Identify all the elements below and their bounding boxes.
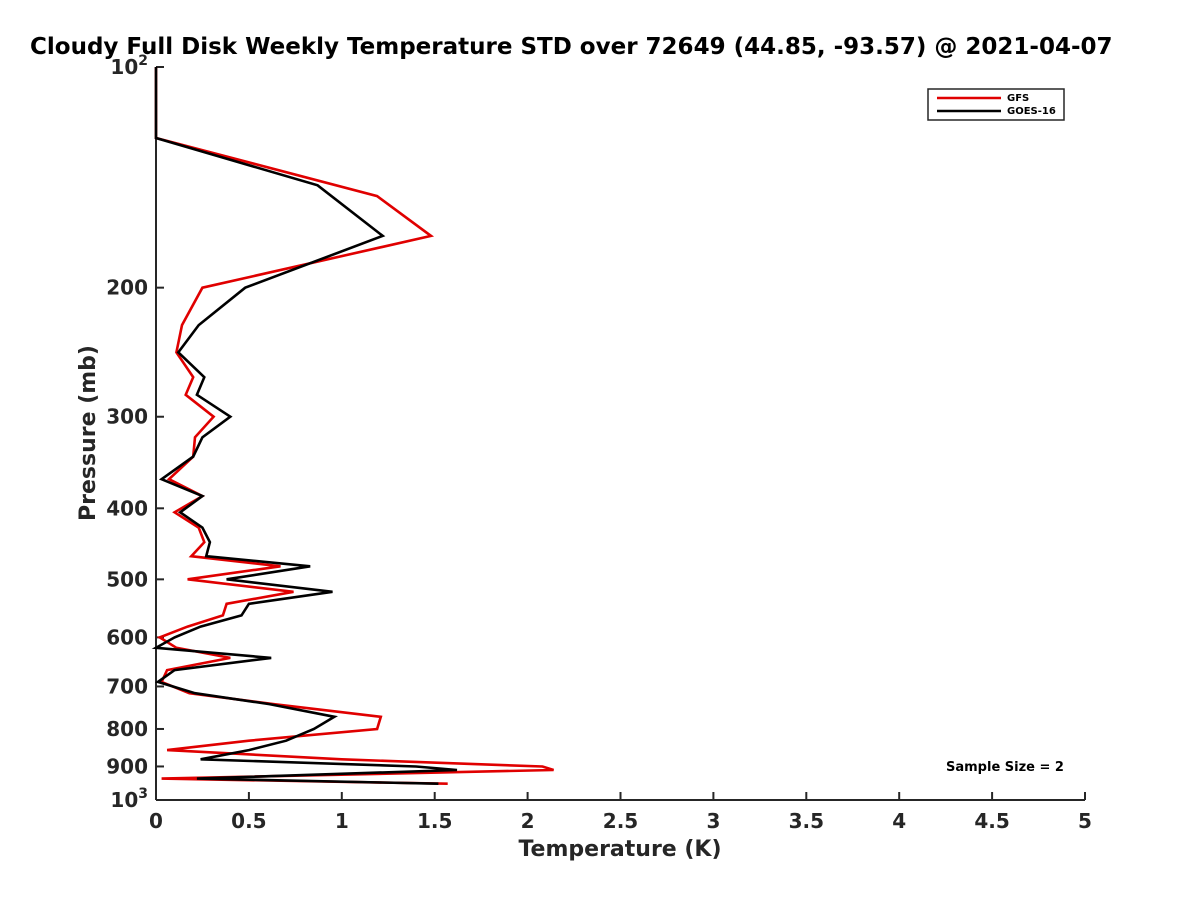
series-line-gfs [154, 67, 554, 785]
x-tick-label: 4.5 [974, 809, 1009, 833]
y-tick-label: 900 [106, 754, 148, 778]
y-tick-label: 300 [106, 405, 148, 429]
y-tick-label: 700 [106, 674, 148, 698]
x-tick-label: 1.5 [417, 809, 452, 833]
x-axis-label: Temperature (K) [518, 837, 721, 862]
x-tick-label: 4 [892, 809, 906, 833]
x-tick-label: 1 [335, 809, 349, 833]
y-tick-label: 400 [106, 496, 148, 520]
legend-label-gfs: GFS [1007, 93, 1029, 104]
x-tick-label: 5 [1078, 809, 1092, 833]
x-tick-label: 2.5 [603, 809, 638, 833]
chart-title: Cloudy Full Disk Weekly Temperature STD … [30, 34, 1113, 60]
series-line-goes-16 [151, 67, 458, 785]
x-tick-label: 0.5 [231, 809, 266, 833]
legend: GFS GOES-16 [927, 88, 1065, 121]
x-tick-label: 3.5 [789, 809, 824, 833]
x-tick-label: 0 [149, 809, 163, 833]
legend-box [927, 88, 1065, 121]
x-tick-label: 3 [706, 809, 720, 833]
y-tick-label: 800 [106, 717, 148, 741]
y-axis-label: Pressure (mb) [76, 345, 101, 521]
y-tick-label: 102 [110, 53, 148, 79]
x-ticks: 0 0.5 1 1.5 2 2.5 3 3.5 4 4.5 5 [149, 792, 1092, 833]
y-tick-label: 200 [106, 276, 148, 300]
y-tick-label: 103 [110, 786, 148, 812]
y-tick-label: 500 [106, 567, 148, 591]
y-ticks: 102 200 300 400 500 600 700 800 900 103 [106, 53, 164, 812]
x-tick-label: 2 [521, 809, 535, 833]
sample-size-annotation: Sample Size = 2 [946, 760, 1064, 775]
series-layer [151, 67, 554, 785]
legend-label-goes16: GOES-16 [1007, 106, 1056, 117]
y-tick-label: 600 [106, 625, 148, 649]
plot-area: 0 0.5 1 1.5 2 2.5 3 3.5 4 4.5 5 102 200 300 400 500 600… [106, 53, 1092, 833]
